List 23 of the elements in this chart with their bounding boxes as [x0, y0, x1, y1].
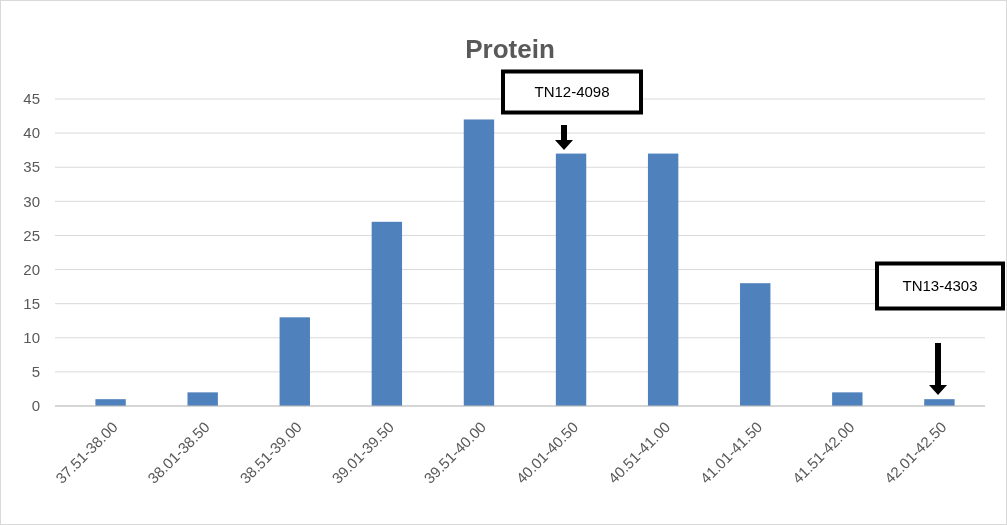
y-tick-label: 35: [23, 158, 40, 176]
y-tick-label: 10: [23, 329, 40, 347]
bar: [647, 153, 679, 406]
bar: [740, 283, 771, 406]
annotation: TN12-4098: [534, 83, 610, 101]
bar: [832, 392, 863, 406]
bar: [95, 399, 126, 406]
bar: [555, 153, 587, 406]
y-tick-label: 15: [23, 294, 40, 312]
bar: [924, 399, 955, 406]
bar: [279, 317, 310, 406]
bar: [371, 221, 403, 406]
y-tick-label: 40: [23, 124, 40, 142]
y-tick-label: 5: [31, 363, 40, 381]
y-tick-label: 45: [23, 90, 40, 108]
annotation: TN13-4303: [902, 277, 978, 295]
chart-title: Protein: [465, 34, 555, 64]
y-tick-label: 20: [23, 260, 40, 278]
y-tick-label: 0: [31, 397, 40, 415]
bar: [187, 392, 218, 406]
bar: [463, 119, 495, 406]
y-tick-label: 30: [23, 192, 40, 210]
y-tick-label: 25: [23, 226, 40, 244]
